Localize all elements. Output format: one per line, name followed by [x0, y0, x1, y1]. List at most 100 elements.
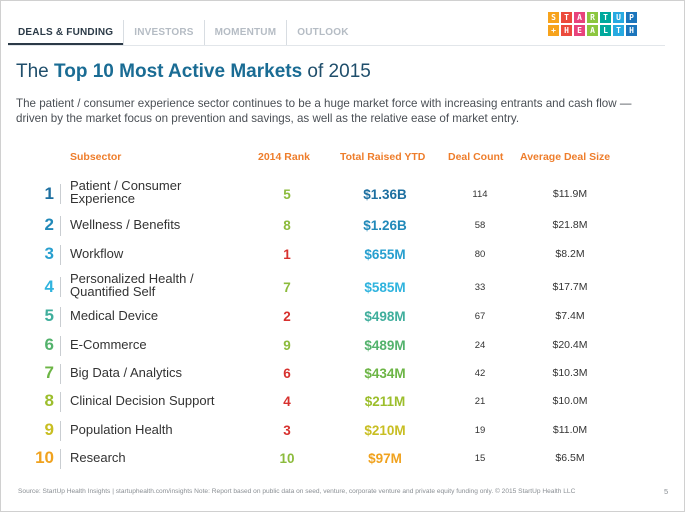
table-row: 10 Research 10 $97M 15 $6.5M	[0, 448, 685, 476]
logo-letter: H	[561, 25, 572, 36]
subsector-name: Patient / Consumer Experience	[70, 179, 181, 205]
market-number: 7	[44, 363, 54, 382]
logo-letter: +	[548, 25, 559, 36]
total-raised: $1.26B	[363, 218, 407, 233]
title-highlight: Top 10 Most Active Markets	[54, 61, 303, 82]
table-row: 9 Population Health 3 $210M 19 $11.0M	[0, 420, 685, 448]
market-number: 4	[44, 277, 54, 296]
row-separator	[60, 421, 61, 441]
deal-count: 19	[474, 425, 486, 436]
market-number: 8	[44, 391, 54, 410]
rank-2014: 9	[283, 338, 291, 353]
subsector-name: Personalized Health / Quantified Self	[70, 272, 194, 298]
subsector-name: Workflow	[70, 247, 123, 260]
tab-momentum[interactable]: MOMENTUM	[203, 20, 287, 46]
rank-2014: 2	[283, 309, 291, 324]
row-separator	[60, 277, 61, 297]
total-raised: $434M	[364, 366, 406, 381]
subsector-line: Workflow	[70, 246, 124, 261]
row-separator	[60, 307, 61, 327]
subsector-name: Clinical Decision Support	[70, 394, 215, 407]
rank-2014: 1	[283, 247, 291, 262]
average-deal-size: $11.0M	[552, 424, 588, 436]
total-raised: $1.36B	[363, 187, 407, 202]
row-separator	[60, 184, 61, 204]
logo-letter: A	[587, 25, 598, 36]
total-raised: $655M	[364, 247, 406, 262]
subsector-name: E-Commerce	[70, 338, 147, 351]
logo-letter: T	[613, 25, 624, 36]
average-deal-size: $6.5M	[555, 452, 585, 464]
row-separator	[60, 449, 61, 469]
subsector-line: Patient / Consumer	[70, 178, 182, 193]
rank-2014: 10	[279, 451, 295, 466]
subsector-line: Research	[70, 450, 126, 465]
tab-outlook[interactable]: OUTLOOK	[286, 20, 358, 46]
footer-source: Source: StartUp Health Insights | startu…	[18, 488, 576, 495]
deal-count: 114	[472, 189, 488, 200]
table-row: 4 Personalized Health / Quantified Self 7 $5…	[0, 271, 685, 299]
deal-count: 42	[474, 368, 486, 379]
subsector-name: Big Data / Analytics	[70, 366, 182, 379]
deal-count: 15	[474, 453, 486, 464]
table-row: 8 Clinical Decision Support 4 $211M 21 $10.0M	[0, 391, 685, 419]
logo-letter: A	[574, 12, 585, 23]
subsector-line: Medical Device	[70, 308, 159, 323]
market-number: 2	[44, 215, 54, 234]
title-suffix: of 2015	[302, 61, 371, 82]
rank-2014: 6	[283, 366, 291, 381]
page-title: The Top 10 Most Active Markets of 2015	[16, 61, 371, 83]
rank-2014: 5	[283, 187, 291, 202]
logo-letter: L	[600, 25, 611, 36]
average-deal-size: $10.0M	[552, 395, 588, 407]
total-raised: $489M	[364, 338, 406, 353]
table-row: 1 Patient / Consumer Experience 5 $1.36B 114 $…	[0, 178, 685, 206]
average-deal-size: $11.9M	[552, 188, 588, 200]
subsector-line: Personalized Health /	[70, 271, 194, 286]
rank-2014: 3	[283, 423, 291, 438]
market-number: 6	[44, 335, 54, 354]
average-deal-size: $17.7M	[552, 281, 588, 293]
tab-investors[interactable]: INVESTORS	[123, 20, 203, 46]
logo-row-health: + H E A L T H	[548, 25, 664, 36]
subsector-line: Clinical Decision Support	[70, 393, 215, 408]
market-number: 5	[44, 306, 54, 325]
subsector-name: Wellness / Benefits	[70, 218, 180, 231]
average-deal-size: $20.4M	[552, 339, 588, 351]
header-average-deal-size: Average Deal Size	[520, 151, 611, 163]
total-raised: $498M	[364, 309, 406, 324]
table-row: 6 E-Commerce 9 $489M 24 $20.4M	[0, 335, 685, 363]
subsector-line: E-Commerce	[70, 337, 147, 352]
header-deal-count: Deal Count	[448, 151, 504, 163]
header-2014-rank: 2014 Rank	[258, 151, 310, 163]
market-number: 3	[44, 244, 54, 263]
deal-count: 33	[474, 282, 486, 293]
subsector-name: Population Health	[70, 423, 173, 436]
subsector-line: Big Data / Analytics	[70, 365, 182, 380]
logo-letter: U	[613, 12, 624, 23]
tab-deals-funding[interactable]: DEALS & FUNDING	[8, 20, 124, 46]
market-number: 9	[44, 420, 54, 439]
average-deal-size: $21.8M	[552, 219, 588, 231]
average-deal-size: $10.3M	[552, 367, 588, 379]
row-separator	[60, 364, 61, 384]
table-row: 7 Big Data / Analytics 6 $434M 42 $10.3M	[0, 363, 685, 391]
page-description: The patient / consumer experience sector…	[16, 97, 632, 125]
market-number: 10	[35, 448, 54, 467]
subsector-line: Wellness / Benefits	[70, 217, 181, 232]
deal-count: 80	[474, 249, 486, 260]
logo-letter: P	[626, 12, 637, 23]
table-row: 3 Workflow 1 $655M 80 $8.2M	[0, 244, 685, 272]
rank-2014: 7	[283, 280, 291, 295]
section-tabs: DEALS & FUNDING INVESTORS MOMENTUM OUTLO…	[8, 20, 359, 46]
deal-count: 21	[474, 396, 486, 407]
logo-letter: H	[626, 25, 637, 36]
subsector-line: Population Health	[70, 422, 173, 437]
deal-count: 67	[474, 311, 486, 322]
title-prefix: The	[16, 61, 55, 82]
row-separator	[60, 392, 61, 412]
header-total-raised: Total Raised YTD	[340, 151, 426, 163]
tab-divider	[8, 45, 665, 46]
